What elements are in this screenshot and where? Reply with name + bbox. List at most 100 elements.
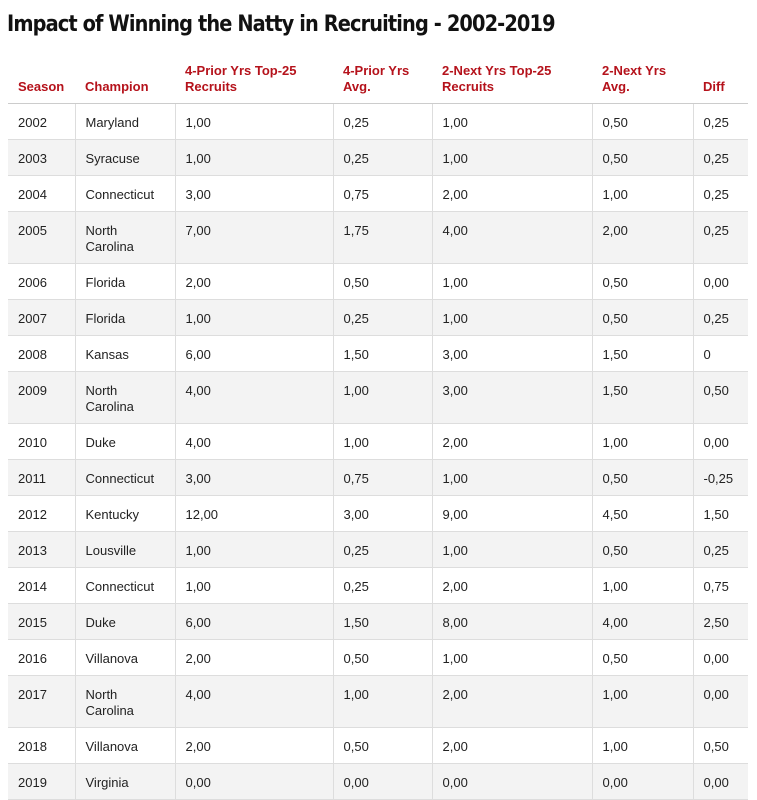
table-row: 2019 Virginia 0,00 0,00 0,00 0,00 0,00 xyxy=(8,763,748,800)
table-cell: 1,00 xyxy=(431,263,592,300)
table-cell: 1,00 xyxy=(174,299,333,336)
table-cell: 1,00 xyxy=(174,531,333,568)
table-cell: 2007 xyxy=(8,299,75,336)
table-cell: 0,50 xyxy=(591,639,693,676)
table-cell: 1,00 xyxy=(332,675,432,728)
table-row: 2017 North Carolina 4,00 1,00 2,00 1,00 0,00 xyxy=(8,675,748,728)
table-cell: 4,00 xyxy=(591,603,693,640)
table-cell: 1,50 xyxy=(332,603,432,640)
table-cell: 0,50 xyxy=(692,727,748,764)
table-cell: 0,50 xyxy=(591,299,693,336)
table-cell: Duke xyxy=(74,423,175,460)
table-cell: 1,00 xyxy=(591,175,693,212)
table-cell: 6,00 xyxy=(174,335,333,372)
table-cell: 0,00 xyxy=(692,263,748,300)
table-cell: 2016 xyxy=(8,639,75,676)
table-cell: 6,00 xyxy=(174,603,333,640)
table-cell: 4,50 xyxy=(591,495,693,532)
page-title: Impact of Winning the Natty in Recruitin… xyxy=(7,12,556,37)
table-cell: 2,00 xyxy=(431,727,592,764)
table-cell: North Carolina xyxy=(74,211,175,264)
table-cell: Kentucky xyxy=(74,495,175,532)
table-cell: 0,25 xyxy=(332,103,432,140)
table-cell: Kansas xyxy=(74,335,175,372)
table-cell: 2,00 xyxy=(174,639,333,676)
table-cell: 2013 xyxy=(8,531,75,568)
table-row: 2004 Connecticut 3,00 0,75 2,00 1,00 0,25 xyxy=(8,175,748,212)
table-cell: 1,00 xyxy=(591,675,693,728)
table-cell: Florida xyxy=(74,263,175,300)
table-cell: 2011 xyxy=(8,459,75,496)
table-row: 2003 Syracuse 1,00 0,25 1,00 0,50 0,25 xyxy=(8,139,748,176)
table-cell: 0,50 xyxy=(591,531,693,568)
table-cell: 0,50 xyxy=(332,263,432,300)
table-cell: 0,25 xyxy=(692,103,748,140)
table-cell: 0,00 xyxy=(332,763,432,800)
table-cell: North Carolina xyxy=(74,675,175,728)
table-cell: 1,00 xyxy=(174,567,333,604)
table-row: 2006 Florida 2,00 0,50 1,00 0,50 0,00 xyxy=(8,263,748,300)
table-cell: 1,50 xyxy=(591,335,693,372)
table-cell: -0,25 xyxy=(692,459,748,496)
table-cell: Maryland xyxy=(74,103,175,140)
table-row: 2016 Villanova 2,00 0,50 1,00 0,50 0,00 xyxy=(8,639,748,676)
table-cell: 2018 xyxy=(8,727,75,764)
table-cell: 1,75 xyxy=(332,211,432,264)
table-cell: 2015 xyxy=(8,603,75,640)
table-cell: 7,00 xyxy=(174,211,333,264)
table-cell: 2,00 xyxy=(431,567,592,604)
table-row: 2012 Kentucky 12,00 3,00 9,00 4,50 1,50 xyxy=(8,495,748,532)
table-header: Season Champion 4-Prior Yrs Top-25 Recruit… xyxy=(8,58,748,104)
table-cell: 0 xyxy=(692,335,748,372)
column-header: 4-Prior Yrs Avg. xyxy=(333,58,432,104)
table-cell: 1,50 xyxy=(591,371,693,424)
table-cell: 2004 xyxy=(8,175,75,212)
table-cell: 0,25 xyxy=(332,531,432,568)
table-cell: 2,00 xyxy=(174,727,333,764)
table-row: 2007 Florida 1,00 0,25 1,00 0,50 0,25 xyxy=(8,299,748,336)
table-cell: 1,00 xyxy=(174,139,333,176)
table-cell: 0,25 xyxy=(332,139,432,176)
table-cell: 4,00 xyxy=(174,371,333,424)
table-cell: 8,00 xyxy=(431,603,592,640)
table-cell: 0,25 xyxy=(692,139,748,176)
table-cell: 0,00 xyxy=(692,675,748,728)
table-cell: 0,25 xyxy=(332,299,432,336)
table-cell: 2,00 xyxy=(431,175,592,212)
table-cell: 1,00 xyxy=(591,567,693,604)
table-cell: 4,00 xyxy=(174,423,333,460)
table-cell: 0,00 xyxy=(692,639,748,676)
header-row: Season Champion 4-Prior Yrs Top-25 Recruit… xyxy=(8,58,748,104)
table-cell: 2,00 xyxy=(431,675,592,728)
table-row: 2009 North Carolina 4,00 1,00 3,00 1,50 0,50 xyxy=(8,371,748,424)
table-cell: 1,00 xyxy=(591,423,693,460)
table-row: 2008 Kansas 6,00 1,50 3,00 1,50 0 xyxy=(8,335,748,372)
table-cell: 1,50 xyxy=(692,495,748,532)
table-cell: 1,00 xyxy=(174,103,333,140)
table-cell: Connecticut xyxy=(74,459,175,496)
table-cell: North Carolina xyxy=(74,371,175,424)
table-cell: 3,00 xyxy=(431,371,592,424)
table-cell: Villanova xyxy=(74,727,175,764)
table-cell: 2003 xyxy=(8,139,75,176)
column-header: Season xyxy=(8,58,75,104)
table-cell: 0,50 xyxy=(332,639,432,676)
column-header: 4-Prior Yrs Top-25 Recruits xyxy=(175,58,333,104)
table-cell: 3,00 xyxy=(332,495,432,532)
table-row: 2014 Connecticut 1,00 0,25 2,00 1,00 0,75 xyxy=(8,567,748,604)
table-row: 2005 North Carolina 7,00 1,75 4,00 2,00 0,25 xyxy=(8,211,748,264)
table-cell: 0,50 xyxy=(332,727,432,764)
table-cell: 3,00 xyxy=(174,175,333,212)
table-cell: 0,25 xyxy=(692,175,748,212)
table-cell: 2012 xyxy=(8,495,75,532)
table-cell: Connecticut xyxy=(74,567,175,604)
table-cell: 1,00 xyxy=(431,531,592,568)
table-cell: 0,50 xyxy=(591,263,693,300)
table-cell: 4,00 xyxy=(174,675,333,728)
table-cell: 2009 xyxy=(8,371,75,424)
table-row: 2018 Villanova 2,00 0,50 2,00 1,00 0,50 xyxy=(8,727,748,764)
table-row: 2015 Duke 6,00 1,50 8,00 4,00 2,50 xyxy=(8,603,748,640)
column-header: Diff xyxy=(693,58,748,104)
column-header: Champion xyxy=(75,58,175,104)
